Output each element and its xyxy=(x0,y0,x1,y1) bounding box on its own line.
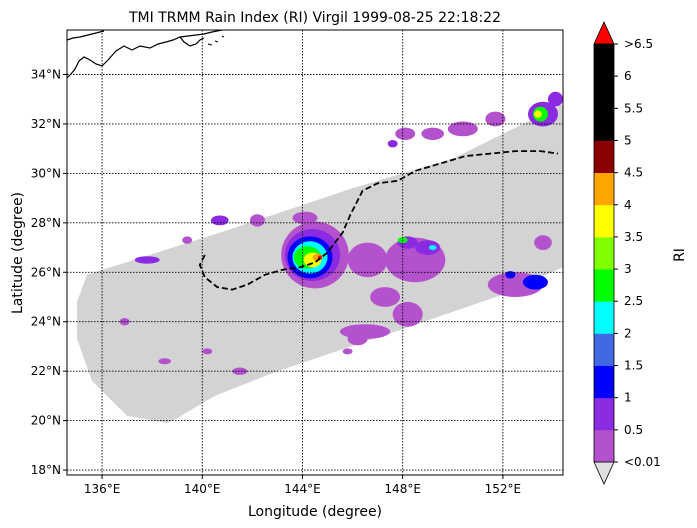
colorbar-tick-label: 0.5 xyxy=(624,423,643,437)
rain-cell xyxy=(447,121,478,137)
colorbar-over-extension xyxy=(593,21,615,45)
latitude-tick-label: 34°N xyxy=(31,68,61,82)
colorbar-segment xyxy=(594,301,614,334)
izu-islands xyxy=(207,35,225,46)
latitude-tick-label: 26°N xyxy=(31,265,61,279)
colorbar-segment xyxy=(594,236,614,270)
rain-cell xyxy=(505,271,516,279)
colorbar-segment xyxy=(594,365,614,399)
y-axis-label: Latitude (degree) xyxy=(10,192,26,314)
rain-index-field xyxy=(119,91,563,375)
latitude-tick-label: 20°N xyxy=(31,414,61,428)
rain-cell xyxy=(392,301,423,327)
colorbar-tick-label: 5.5 xyxy=(624,101,643,115)
colorbar-tick-label: 3 xyxy=(624,262,632,276)
colorbar-segment xyxy=(594,429,614,463)
latitude-tick-label: 22°N xyxy=(31,364,61,378)
latitude-tick-label: 24°N xyxy=(31,315,61,329)
rain-cell xyxy=(249,214,265,227)
colorbar-under-extension xyxy=(593,461,615,485)
colorbar-segment xyxy=(594,333,614,366)
colorbar-segment xyxy=(594,397,614,431)
colorbar-segment xyxy=(594,140,614,174)
longitude-tick-label: 140°E xyxy=(184,482,221,496)
storm-track xyxy=(198,150,559,291)
rain-cell xyxy=(202,348,213,355)
x-axis-label: Longitude (degree) xyxy=(248,504,382,520)
longitude-tick-label: 148°E xyxy=(384,482,421,496)
longitude-ticks: 136°E 140°E 144°E 148°E 152°E xyxy=(84,475,521,496)
map-gridlines xyxy=(67,30,563,475)
rain-cell xyxy=(522,274,548,290)
rain-cell xyxy=(342,348,353,355)
colorbar-segment xyxy=(594,44,614,77)
colorbar-tick-label: 4.5 xyxy=(624,166,643,180)
latitude-tick-label: 18°N xyxy=(31,463,61,477)
map-title: TMI TRMM Rain Index (RI) Virgil 1999-08-… xyxy=(128,10,501,26)
colorbar-frame xyxy=(593,43,615,463)
rain-cell xyxy=(395,127,416,140)
colorbar-tick-label: 4 xyxy=(624,198,632,212)
colorbar-segment xyxy=(594,172,614,206)
rain-cell xyxy=(387,140,398,148)
rain-cell xyxy=(421,127,445,140)
rain-cell xyxy=(211,215,229,226)
latitude-ticks: 18°N 20°N 22°N 24°N 26°N 28°N 30°N 32°N 34°N xyxy=(31,68,67,477)
colorbar-tick-label: 5 xyxy=(624,133,632,147)
colorbar-tick-label: 1.5 xyxy=(624,359,643,373)
rain-cell xyxy=(534,110,542,118)
coastline-honshu xyxy=(67,30,223,79)
latitude-tick-label: 30°N xyxy=(31,166,61,180)
colorbar-segment xyxy=(594,108,614,141)
colorbar-tick-label: >6.5 xyxy=(624,37,653,51)
rain-cell xyxy=(347,242,388,278)
latitude-tick-label: 28°N xyxy=(31,216,61,230)
colorbar-tick-label: 2.5 xyxy=(624,294,643,308)
rain-cell xyxy=(232,367,248,375)
longitude-tick-label: 152°E xyxy=(485,482,522,496)
rain-cell xyxy=(347,332,368,346)
longitude-tick-label: 136°E xyxy=(84,482,121,496)
latitude-tick-label: 32°N xyxy=(31,117,61,131)
rain-cell xyxy=(370,287,401,307)
longitude-tick-label: 144°E xyxy=(284,482,321,496)
colorbar-label: RI xyxy=(672,248,688,262)
colorbar-tick-label: <0.01 xyxy=(624,455,661,469)
colorbar-segment xyxy=(594,204,614,238)
rain-cell xyxy=(182,236,193,244)
colorbar-tick-label: 3.5 xyxy=(624,230,643,244)
colorbar-segment xyxy=(594,269,614,302)
colorbar: <0.01 0.5 1 1.5 2 2.5 3 3.5 4 4.5 5 5.5 6 >6.5 xyxy=(593,21,661,485)
rain-cell xyxy=(158,358,171,365)
coastline-shikoku xyxy=(67,30,105,41)
map-frame xyxy=(66,29,564,476)
colorbar-tick-label: 2 xyxy=(624,326,632,340)
map-layers xyxy=(67,30,563,475)
colorbar-tick-label: 1 xyxy=(624,391,632,405)
rain-cell xyxy=(548,91,563,107)
colorbar-segment xyxy=(594,76,614,109)
rain-cell xyxy=(534,235,552,251)
coastline-kii-bay xyxy=(179,36,205,47)
rain-cell xyxy=(415,240,441,256)
rain-cell xyxy=(428,245,437,251)
rain-cell xyxy=(134,256,160,264)
colorbar-tick-label: 6 xyxy=(624,69,632,83)
rain-cell xyxy=(292,211,318,225)
rain-cell xyxy=(485,111,506,127)
